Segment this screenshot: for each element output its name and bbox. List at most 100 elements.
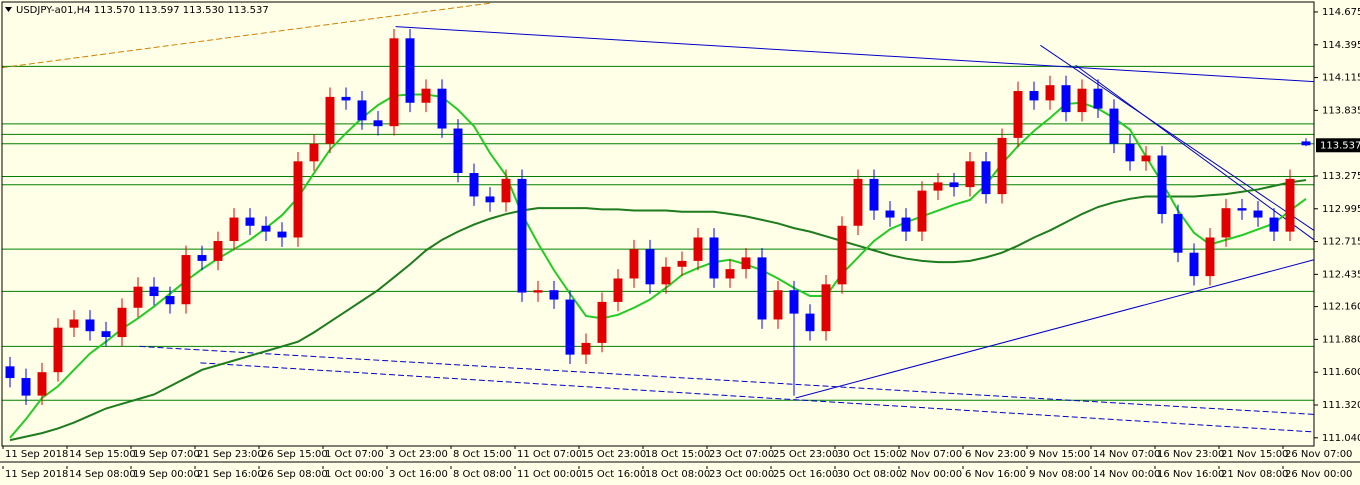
candle-body	[1029, 91, 1039, 101]
x-tick-label: 8 Oct 15:00	[453, 449, 512, 460]
candle-body	[197, 255, 207, 261]
y-tick-label: 113.275	[1322, 171, 1360, 182]
moving-average	[9, 93, 1307, 439]
y-tick-label: 114.675	[1322, 7, 1360, 18]
candle-body	[581, 342, 591, 355]
candle-body	[421, 88, 431, 103]
plot-frame	[1, 1, 1315, 447]
candle-body	[709, 237, 719, 279]
x-tick-label: 18 Oct 08:00	[645, 469, 710, 480]
candle-body	[981, 161, 991, 195]
candle-body	[229, 217, 239, 241]
candle-body	[1061, 85, 1071, 113]
candle-body	[629, 249, 639, 279]
trendline	[200, 362, 1315, 433]
candle-body	[1253, 210, 1263, 218]
x-tick-label: 30 Oct 15:00	[837, 449, 902, 460]
y-tick-label: 112.715	[1322, 237, 1360, 248]
x-tick-label: 11 Oct 07:00	[517, 449, 582, 460]
x-tick-label: 11 Sep 2018	[5, 469, 68, 480]
candle-body	[613, 278, 623, 302]
candle-body	[757, 257, 767, 320]
candle-body	[1045, 85, 1055, 101]
candle-body	[37, 372, 47, 396]
x-tick-label: 26 Sep 08:00	[261, 469, 328, 480]
x-tick-label: 25 Oct 16:00	[773, 469, 838, 480]
x-tick-label: 14 Sep 08:00	[69, 469, 136, 480]
candle-body	[901, 217, 911, 232]
candle-body	[149, 286, 159, 297]
x-tick-label: 14 Nov 00:00	[1093, 469, 1160, 480]
trendline	[1, 2, 491, 69]
candle-body	[373, 120, 383, 127]
y-tick-label: 114.115	[1322, 73, 1360, 84]
candle-body	[805, 313, 815, 332]
candle-body	[389, 38, 399, 127]
candle-body	[1093, 88, 1103, 109]
candle-body	[1125, 143, 1135, 162]
plot-area	[1, 2, 1315, 442]
candle-body	[1269, 217, 1279, 232]
x-tick-label: 26 Nov 00:00	[1285, 469, 1352, 480]
x-tick-label: 14 Nov 07:00	[1093, 449, 1160, 460]
x-tick-label: 6 Nov 16:00	[965, 469, 1026, 480]
candle-body	[53, 327, 63, 373]
candle-body	[1237, 208, 1247, 211]
x-tick-label: 25 Oct 23:00	[773, 449, 838, 460]
trendline	[1040, 44, 1315, 231]
candle-body	[645, 249, 655, 285]
x-tick-label: 23 Oct 07:00	[709, 449, 774, 460]
y-tick-label: 112.435	[1322, 269, 1360, 280]
candle-body	[1285, 178, 1295, 232]
candle-body	[869, 178, 879, 211]
candle-body	[69, 319, 79, 328]
x-tick-label: 18 Oct 15:00	[645, 449, 710, 460]
candle-body	[885, 210, 895, 218]
x-tick-label: 9 Nov 15:00	[1029, 449, 1090, 460]
x-tick-label: 1 Oct 00:00	[325, 469, 384, 480]
x-tick-label: 6 Nov 23:00	[965, 449, 1026, 460]
y-tick-label: 112.160	[1322, 302, 1360, 313]
menu-arrow[interactable]	[5, 7, 12, 12]
y-tick-label: 113.835	[1322, 105, 1360, 116]
x-tick-label: 8 Oct 08:00	[453, 469, 512, 480]
candle-body	[597, 301, 607, 343]
candle-body	[853, 178, 863, 226]
x-tick-label: 19 Sep 07:00	[133, 449, 200, 460]
candle-body	[933, 182, 943, 191]
candle-body	[693, 237, 703, 261]
candle-body	[789, 290, 799, 314]
x-tick-label: 2 Nov 00:00	[901, 469, 962, 480]
candle-body	[1013, 91, 1023, 138]
candle-body	[1141, 155, 1151, 162]
candle-body	[469, 173, 479, 197]
moving-average	[9, 179, 1307, 442]
x-tick-label: 19 Sep 00:00	[133, 469, 200, 480]
x-tick-label: 3 Oct 16:00	[389, 469, 448, 480]
candle-body	[741, 257, 751, 270]
candle-body	[1189, 252, 1199, 277]
x-tick-label: 21 Nov 08:00	[1221, 469, 1288, 480]
candle-body	[437, 88, 447, 129]
candle-body	[1301, 141, 1311, 146]
x-tick-label: 15 Oct 23:00	[581, 449, 646, 460]
candle-body	[277, 231, 287, 238]
x-tick-label: 26 Sep 15:00	[261, 449, 328, 460]
x-tick-label: 9 Nov 08:00	[1029, 469, 1090, 480]
candle-body	[357, 100, 367, 121]
x-tick-label: 1 Oct 07:00	[325, 449, 384, 460]
x-tick-label: 2 Nov 07:00	[901, 449, 962, 460]
trendline	[395, 26, 1315, 83]
candle-body	[341, 96, 351, 101]
x-tick-label: 11 Oct 00:00	[517, 469, 582, 480]
x-tick-label: 30 Oct 08:00	[837, 469, 902, 480]
candle-body	[245, 217, 255, 226]
last-price-box	[1316, 138, 1360, 153]
trendline	[795, 259, 1315, 399]
x-tick-label: 21 Nov 15:00	[1221, 449, 1288, 460]
x-tick-label: 16 Nov 23:00	[1157, 449, 1224, 460]
candle-body	[309, 143, 319, 162]
x-tick-label: 15 Oct 16:00	[581, 469, 646, 480]
